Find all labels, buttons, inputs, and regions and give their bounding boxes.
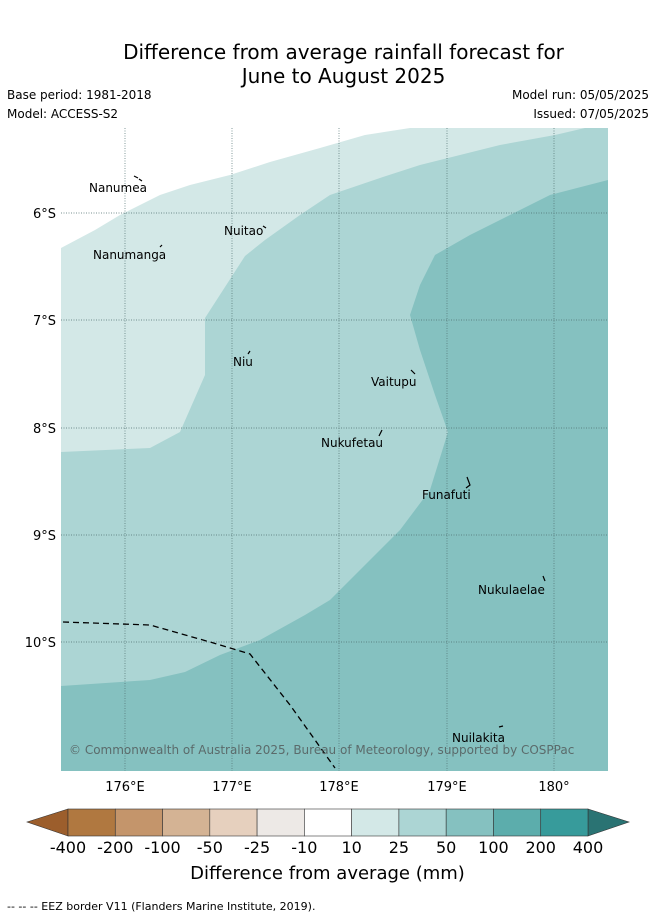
eez-legend-note: -- -- -- EEZ border V11 (Flanders Marine…: [7, 900, 316, 913]
colorbar-swatch: [445, 808, 494, 837]
label-nuitao: Nuitao: [224, 224, 263, 238]
colorbar-extend-low: [26, 808, 69, 837]
band-25-50: [61, 128, 585, 452]
island-nuitao-shape: [262, 225, 267, 229]
island-funafuti-shape: [465, 476, 471, 489]
colorbar-label: -50: [196, 838, 223, 857]
colorbar-swatch: [351, 808, 400, 837]
colorbar: [26, 808, 630, 837]
lon-tick-179: 179°E: [427, 780, 467, 795]
colorbar-label: -25: [244, 838, 271, 857]
label-nukufetau: Nukufetau: [321, 436, 383, 450]
map-title: Difference from average rainfall forecas…: [0, 40, 655, 88]
label-niu: Niu: [233, 355, 253, 369]
model-run: Model run: 05/05/2025: [511, 88, 649, 102]
island-nanumanga-shape: [159, 244, 163, 248]
label-nuilakita: Nuilakita: [452, 731, 505, 745]
base-period: Base period: 1981-2018: [7, 88, 152, 102]
lon-tick-180: 180°: [538, 780, 569, 795]
title-line-2: June to August 2025: [241, 64, 446, 88]
colorbar-label: -400: [49, 838, 87, 857]
lon-tick-178: 178°E: [319, 780, 359, 795]
issued-date: Issued: 07/05/2025: [533, 107, 649, 121]
lat-tick-8: 8°S: [33, 422, 56, 437]
colorbar-label: 10: [341, 838, 362, 857]
colorbar-swatch: [162, 808, 211, 837]
island-nukulaelae-shape: [542, 575, 546, 582]
lon-tick-176: 176°E: [105, 780, 145, 795]
colorbar-label: -10: [291, 838, 318, 857]
lat-tick-6: 6°S: [33, 207, 56, 222]
lat-tick-10: 10°S: [25, 636, 56, 651]
island-nukufetau-shape: [378, 429, 383, 437]
lat-tick-9: 9°S: [33, 529, 56, 544]
colorbar-swatch: [256, 808, 305, 837]
label-nanumea: Nanumea: [89, 181, 147, 195]
model-name: Model: ACCESS-S2: [7, 107, 119, 121]
island-nanumea-shape: [133, 175, 143, 182]
island-nuilakita-shape: [498, 725, 504, 728]
colorbar-swatch: [304, 808, 352, 837]
colorbar-label: -100: [144, 838, 181, 857]
eez-border: [62, 621, 336, 769]
island-niu-shape: [247, 350, 251, 355]
label-funafuti: Funafuti: [422, 488, 471, 502]
gridlines: [61, 128, 608, 771]
colorbar-swatch: [209, 808, 258, 837]
colorbar-swatch: [398, 808, 447, 837]
colorbar-label: 400: [572, 838, 604, 857]
colorbar-swatch: [540, 808, 589, 837]
label-vaitupu: Vaitupu: [371, 375, 417, 389]
colorbar-label: 200: [525, 838, 556, 857]
colorbar-swatch: [114, 808, 163, 837]
copyright-notice: © Commonwealth of Australia 2025, Bureau…: [69, 743, 574, 757]
title-line-1: Difference from average rainfall forecas…: [123, 40, 564, 64]
band-no-data: [61, 128, 410, 248]
colorbar-label: 100: [478, 838, 509, 857]
island-vaitupu-shape: [410, 369, 416, 375]
colorbar-extend-high: [587, 808, 630, 837]
colorbar-label: 50: [435, 838, 457, 857]
lat-tick-7: 7°S: [33, 314, 56, 329]
lon-tick-177: 177°E: [212, 780, 252, 795]
label-nukulaelae: Nukulaelae: [478, 583, 545, 597]
label-nanumanga: Nanumanga: [93, 248, 166, 262]
colorbar-label: -200: [97, 838, 134, 857]
colorbar-swatch: [493, 808, 542, 837]
island-shapes: [133, 175, 546, 728]
colorbar-label: 25: [388, 838, 410, 857]
colorbar-swatch: [67, 808, 116, 837]
colorbar-title: Difference from average (mm): [190, 863, 465, 884]
